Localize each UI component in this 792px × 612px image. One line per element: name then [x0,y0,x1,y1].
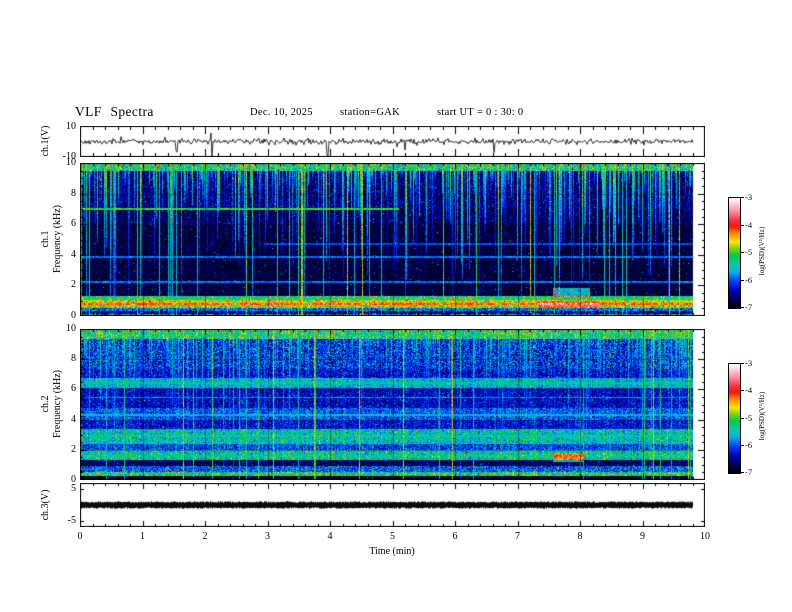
ch1-spectrogram [80,163,705,316]
y-tick-label: 2 [71,443,76,455]
ch1-spec-axis-title-line1: ch.1 [40,230,51,248]
colorbar-tick-mark [740,390,744,392]
colorbar-tick-label: -6 [745,274,753,285]
colorbar-tick-label: -4 [745,385,753,396]
y-tick-label: 4 [71,248,76,260]
ch2-spectrogram [80,329,705,480]
y-tick-label: -5 [67,514,76,526]
y-tick-label: 5 [71,483,76,495]
y-tick-label: 10 [66,157,76,168]
x-tick-label: 4 [327,531,333,542]
y-tick-label: 8 [71,187,76,199]
colorbar-tick-mark [740,417,744,419]
x-tick-label: 1 [140,531,145,542]
x-tick-label: 9 [640,531,645,542]
ch3-waveform-plot [80,483,705,527]
ch3-wave-axis-title: ch.3(V) [40,489,51,521]
y-tick-label: 10 [66,121,76,132]
x-tick-label: 8 [577,531,583,542]
colorbar-ch1 [728,197,741,309]
colorbar-tick-mark [740,197,744,198]
header-station: station=GAK [340,107,400,118]
x-tick-label: 2 [202,531,208,542]
colorbar-tick-mark [740,224,744,226]
header-start-ut: start UT = 0 : 30: 0 [437,107,524,118]
y-tick-label: 6 [71,383,76,395]
colorbar-tick-label: -3 [745,358,753,368]
colorbar-tick-label: -7 [745,467,753,477]
x-axis-title: Time (min) [369,546,415,557]
x-tick-label: 3 [265,531,270,542]
colorbar-tick-mark [740,252,744,253]
x-tick-label: 6 [452,531,458,542]
y-tick-label: 6 [71,218,76,230]
y-tick-label: 8 [71,353,76,365]
y-tick-label: 2 [71,279,76,291]
colorbar-tick-label: -3 [745,192,753,202]
colorbar-tick-label: -5 [745,247,753,257]
y-tick-label: 10 [66,323,76,334]
colorbar-tick-mark [740,472,744,473]
colorbar-tick-mark [740,307,744,308]
colorbar-tick-label: -6 [745,439,753,450]
colorbar-unit-label-ch2: log(PSD)(V²/Hz) [758,391,766,441]
colorbar-tick-label: -5 [745,412,753,423]
colorbar-tick-mark [740,279,744,281]
y-tick-label: 0 [71,310,76,321]
colorbar-tick-label: -7 [745,302,753,312]
y-tick-label: -10 [62,151,76,162]
y-tick-label: 0 [71,474,76,485]
colorbar-tick-mark [740,444,744,446]
x-tick-label: 7 [515,531,520,542]
colorbar-tick-label: -4 [745,219,753,230]
colorbar-unit-label-ch1: log(PSD)(V²/Hz) [758,226,766,276]
y-tick-label: 4 [71,413,76,425]
x-tick-label: 5 [390,531,395,542]
ch1-waveform-plot [80,126,705,157]
page-title: VLF Spectra [75,104,154,119]
x-tick-label: 10 [700,531,710,542]
colorbar-ch2 [728,363,741,474]
colorbar-tick-mark [740,363,744,364]
header-date: Dec. 10, 2025 [250,107,313,118]
x-tick-label: 0 [77,531,83,542]
